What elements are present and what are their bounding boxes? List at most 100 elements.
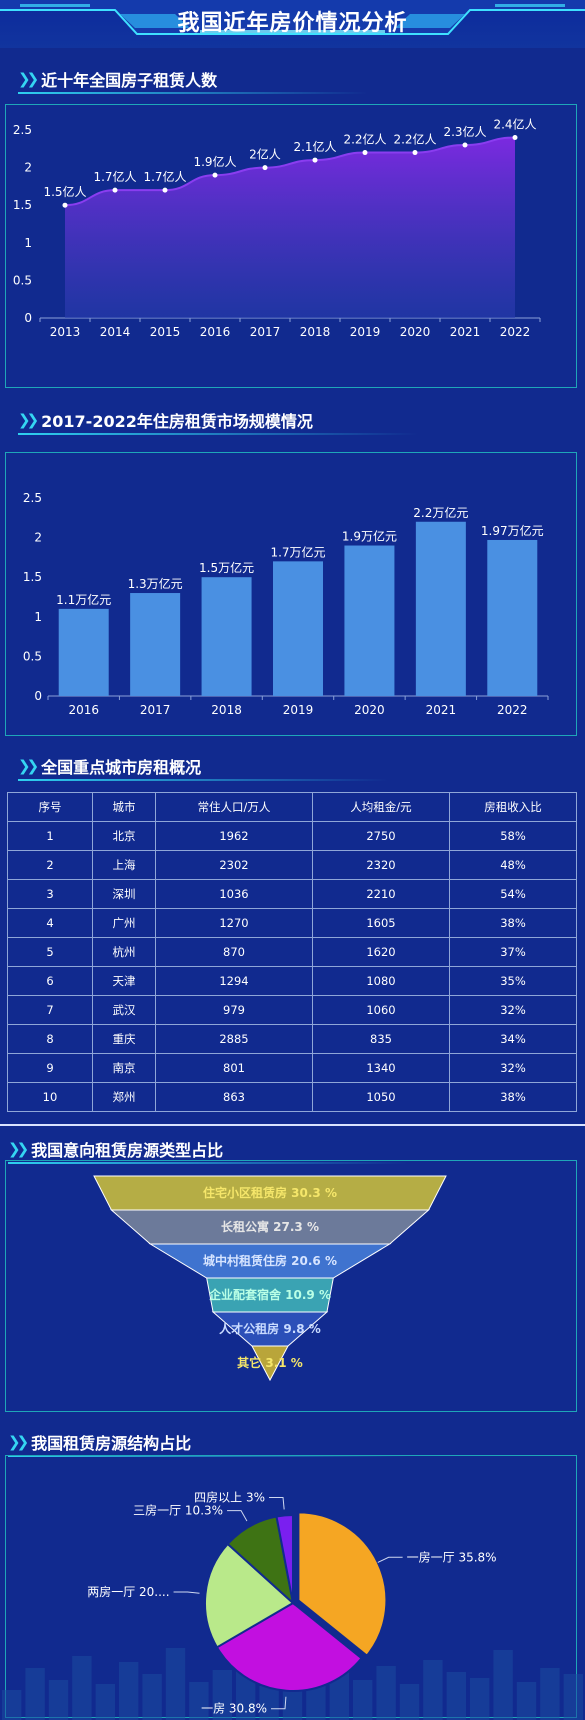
table-cell: 7 [7, 995, 93, 1025]
skyline-building [376, 1666, 396, 1720]
section-underline [8, 1455, 408, 1457]
skyline-building [212, 1670, 232, 1720]
section-title-text: 全国重点城市房租概况 [41, 758, 202, 777]
data-label: 1.3万亿元 [128, 576, 183, 591]
table-cell: 58% [449, 821, 577, 851]
data-point [362, 150, 368, 156]
section-title-text: 近十年全国房子租赁人数 [41, 71, 218, 90]
skyline-building [142, 1674, 162, 1720]
table-cell: 2210 [312, 879, 450, 909]
double-chevron-icon: ❯❯ [8, 1433, 29, 1451]
table-cell: 杭州 [92, 937, 156, 967]
section-title-market-scale: ❯❯ 2017-2022年住房租赁市场规模情况 [18, 408, 313, 432]
table-cell: 38% [449, 908, 577, 938]
table-cell: 38% [449, 1082, 577, 1112]
skyline-building [516, 1682, 537, 1720]
data-label: 1.7亿人 [93, 169, 136, 184]
section-title-intended-types: ❯❯ 我国意向租赁房源类型占比 [8, 1137, 223, 1161]
table-cell: 35% [449, 966, 577, 996]
funnel-segment [251, 1345, 289, 1382]
bar-chart: 0 0.5 1 1.5 2 2.5 1.1万亿元 2016 1.3万亿元 2017 1.5万亿元 20… [23, 491, 549, 717]
y-tick-label: 1 [24, 236, 32, 250]
y-tick-label: 2 [24, 161, 32, 175]
data-point [112, 187, 118, 193]
x-tick-label: 2018 [211, 703, 242, 717]
x-tick-label: 2017 [140, 703, 171, 717]
double-chevron-icon: ❯❯ [18, 757, 39, 775]
x-tick-label: 2019 [350, 325, 381, 339]
y-tick-label: 1.5 [23, 570, 42, 584]
table-cell: 6 [7, 966, 93, 996]
data-label: 2.2亿人 [343, 132, 386, 147]
table-row: 2 上海 2302 2320 48% [7, 850, 577, 880]
x-tick-label: 2017 [250, 325, 281, 339]
data-point [212, 172, 218, 178]
bar [344, 545, 395, 696]
data-point [512, 135, 518, 141]
panel-intended-types [5, 1160, 577, 1412]
data-point [262, 165, 268, 171]
data-label: 1.7亿人 [143, 169, 186, 184]
table-cell: 1620 [312, 937, 450, 967]
pie-label: 一房一厅 35.8% [407, 1549, 497, 1564]
label-leader [271, 1696, 287, 1710]
skyline-building [493, 1650, 513, 1720]
data-label: 2.1亿人 [293, 139, 336, 154]
y-tick-label: 2.5 [13, 123, 32, 137]
table-cell: 深圳 [92, 879, 156, 909]
skyline-building [165, 1648, 186, 1720]
table-row: 7 武汉 979 1060 32% [7, 995, 577, 1025]
table-cell: 8 [7, 1024, 93, 1054]
skyline-building [470, 1678, 490, 1720]
skyline-building [353, 1680, 373, 1720]
city-table: 序号 城市 常住人口/万人 人均租金/元 房租收入比 1 北京 1962 2750 58… [7, 792, 577, 1112]
table-cell: 1294 [155, 966, 313, 996]
area-chart: 0 0.5 1 1.5 2 2.5 2013 2014 2015 2016 2017 2018 2019… [13, 117, 541, 339]
pie-chart: 一房一厅 35.8% 一房 30.8% 两房一厅 20.... 三房一厅 10.3%四… [87, 1489, 497, 1715]
table-cell: 2 [7, 850, 93, 880]
x-tick-label: 2014 [100, 325, 131, 339]
area-fill [65, 137, 515, 318]
data-label: 2.4亿人 [493, 117, 536, 132]
table-cell: 37% [449, 937, 577, 967]
bar [130, 593, 181, 696]
header: 我国近年房价情况分析 [0, 0, 585, 48]
skyline-building [119, 1662, 139, 1720]
pie-slice [297, 1511, 388, 1658]
double-chevron-icon: ❯❯ [18, 411, 39, 429]
pie-slice [215, 1601, 363, 1692]
section-underline [8, 1162, 408, 1164]
table-cell: 郑州 [92, 1082, 156, 1112]
bar [58, 608, 109, 696]
skyline-building [399, 1684, 420, 1720]
table-cell: 武汉 [92, 995, 156, 1025]
x-tick-label: 2015 [150, 325, 181, 339]
table-cell: 5 [7, 937, 93, 967]
table-cell: 1340 [312, 1053, 450, 1083]
section-underline [18, 433, 418, 435]
data-label: 1.1万亿元 [56, 592, 111, 607]
column-header: 序号 [7, 792, 93, 822]
section-title-rental-people: ❯❯ 近十年全国房子租赁人数 [18, 67, 217, 91]
table-cell: 2302 [155, 850, 313, 880]
table-cell: 32% [449, 995, 577, 1025]
data-point [462, 142, 468, 148]
section-title-city-overview: ❯❯ 全国重点城市房租概况 [18, 754, 201, 778]
skyline-building [2, 1690, 22, 1720]
x-tick-label: 2020 [354, 703, 385, 717]
table-cell: 北京 [92, 821, 156, 851]
bar [273, 561, 323, 696]
table-cell: 48% [449, 850, 577, 880]
table-cell: 2750 [312, 821, 450, 851]
section-title-structure: ❯❯ 我国租赁房源结构占比 [8, 1430, 191, 1454]
table-cell: 979 [155, 995, 313, 1025]
panel-market-scale [5, 452, 577, 736]
x-tick-label: 2016 [68, 703, 99, 717]
y-tick-label: 2.5 [23, 491, 42, 505]
skyline-building [189, 1682, 209, 1720]
funnel-label: 长租公寓 27.3 % [221, 1219, 319, 1234]
data-label: 1.7万亿元 [270, 544, 325, 559]
column-header: 房租收入比 [449, 792, 577, 822]
table-header-row: 序号 城市 常住人口/万人 人均租金/元 房租收入比 [7, 792, 577, 822]
table-cell: 870 [155, 937, 313, 967]
